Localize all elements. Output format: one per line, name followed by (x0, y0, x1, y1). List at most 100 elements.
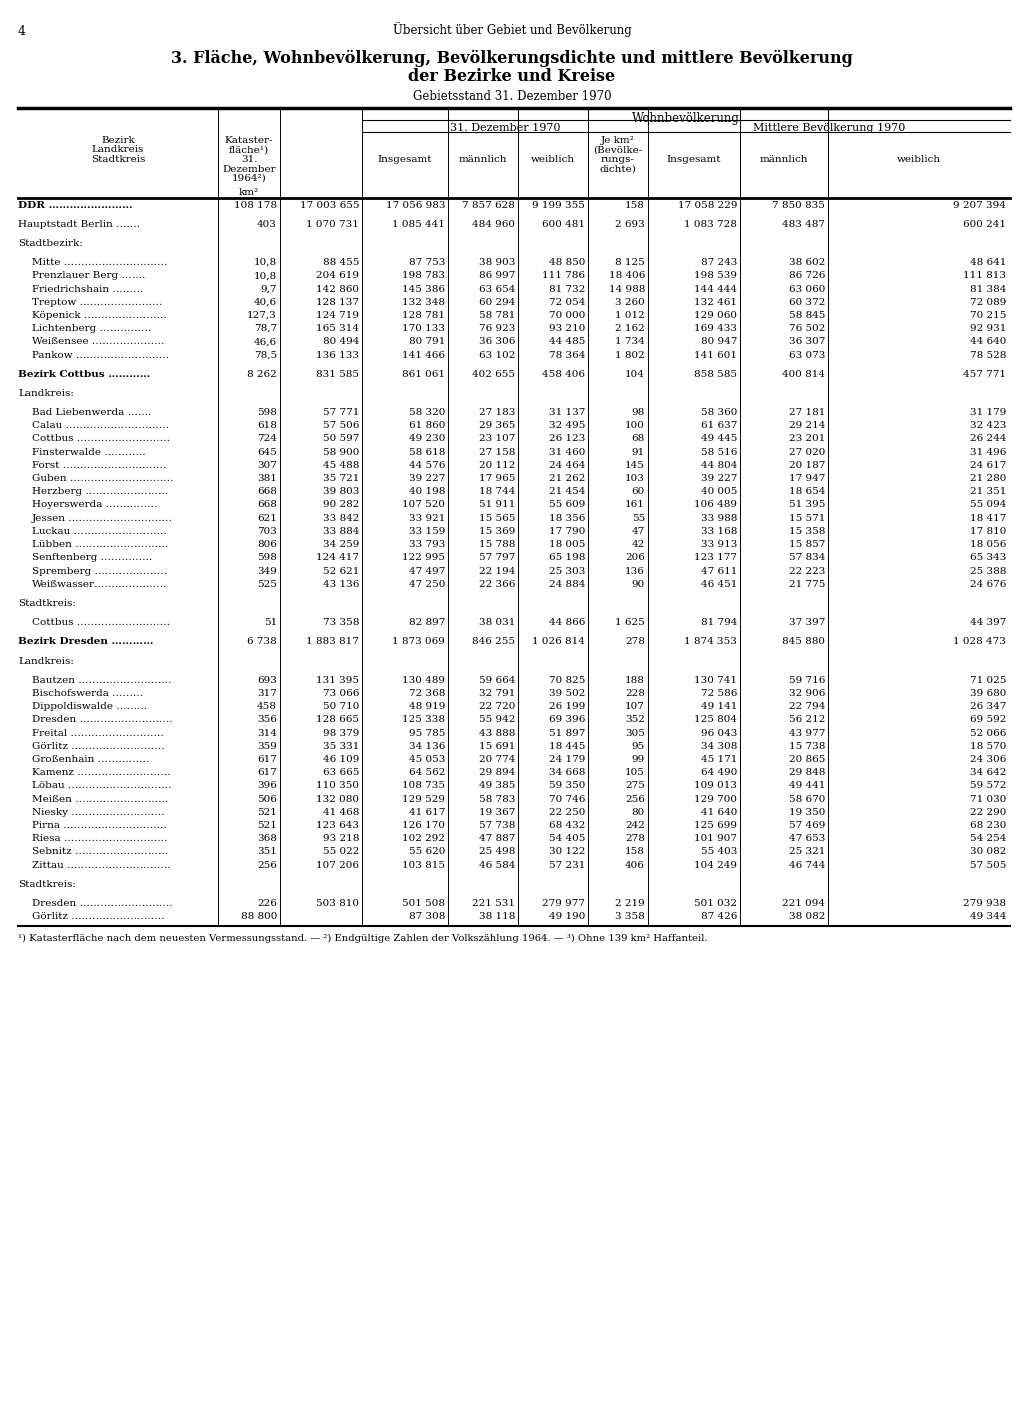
Text: 56 212: 56 212 (788, 715, 825, 725)
Text: Lübben ………………………: Lübben ……………………… (32, 540, 169, 549)
Text: Dezember: Dezember (222, 165, 275, 173)
Text: 6 738: 6 738 (247, 637, 278, 646)
Text: 125 804: 125 804 (694, 715, 737, 725)
Text: Mittlere Bevölkerung 1970: Mittlere Bevölkerung 1970 (753, 122, 905, 134)
Text: 136: 136 (625, 567, 645, 575)
Text: 22 290: 22 290 (970, 808, 1006, 816)
Text: 68: 68 (632, 435, 645, 443)
Text: 30 082: 30 082 (970, 847, 1006, 857)
Text: 24 464: 24 464 (549, 461, 585, 470)
Text: 703: 703 (257, 526, 278, 536)
Text: 29 214: 29 214 (788, 421, 825, 431)
Text: 8 125: 8 125 (615, 257, 645, 267)
Text: 90: 90 (632, 580, 645, 588)
Text: 668: 668 (257, 487, 278, 497)
Text: 64 490: 64 490 (700, 768, 737, 777)
Text: 17 947: 17 947 (788, 474, 825, 483)
Text: 51 911: 51 911 (478, 501, 515, 509)
Text: 87 426: 87 426 (700, 912, 737, 922)
Text: 598: 598 (257, 553, 278, 563)
Text: 33 159: 33 159 (409, 526, 445, 536)
Text: 34 308: 34 308 (700, 741, 737, 751)
Text: Prenzlauer Berg …….: Prenzlauer Berg ……. (32, 272, 145, 280)
Text: 76 923: 76 923 (478, 324, 515, 333)
Text: Spremberg …………………: Spremberg ………………… (32, 567, 167, 575)
Text: 34 136: 34 136 (409, 741, 445, 751)
Text: 70 215: 70 215 (970, 311, 1006, 319)
Text: 39 680: 39 680 (970, 689, 1006, 698)
Text: 20 865: 20 865 (788, 756, 825, 764)
Text: 63 060: 63 060 (788, 284, 825, 294)
Text: 521: 521 (257, 820, 278, 830)
Text: 55 609: 55 609 (549, 501, 585, 509)
Text: Weißensee …………………: Weißensee ………………… (32, 338, 165, 346)
Text: 128 137: 128 137 (316, 298, 359, 307)
Text: 10,8: 10,8 (254, 272, 278, 280)
Text: 21 775: 21 775 (788, 580, 825, 588)
Text: 129 529: 129 529 (402, 795, 445, 803)
Text: 400 814: 400 814 (782, 370, 825, 378)
Text: 198 539: 198 539 (694, 272, 737, 280)
Text: Köpenick ……………………: Köpenick …………………… (32, 311, 167, 319)
Text: 38 602: 38 602 (788, 257, 825, 267)
Text: 58 516: 58 516 (700, 447, 737, 457)
Text: 32 906: 32 906 (788, 689, 825, 698)
Text: rungs-: rungs- (601, 155, 635, 165)
Text: 33 793: 33 793 (409, 540, 445, 549)
Text: 55 403: 55 403 (700, 847, 737, 857)
Text: 93 210: 93 210 (549, 324, 585, 333)
Text: 128 665: 128 665 (316, 715, 359, 725)
Text: 81 794: 81 794 (700, 618, 737, 628)
Text: 50 597: 50 597 (323, 435, 359, 443)
Text: Dresden ………………………: Dresden ……………………… (32, 899, 173, 908)
Text: Cottbus ………………………: Cottbus ……………………… (32, 618, 170, 628)
Text: 25 388: 25 388 (970, 567, 1006, 575)
Text: 107 520: 107 520 (402, 501, 445, 509)
Text: Finsterwalde …………: Finsterwalde ………… (32, 447, 145, 457)
Text: 19 350: 19 350 (788, 808, 825, 816)
Text: 72 054: 72 054 (549, 298, 585, 307)
Text: Guben …………………………: Guben ………………………… (32, 474, 174, 483)
Text: Görlitz ………………………: Görlitz ……………………… (32, 912, 165, 922)
Text: 15 738: 15 738 (788, 741, 825, 751)
Text: 141 601: 141 601 (694, 350, 737, 360)
Text: 20 774: 20 774 (478, 756, 515, 764)
Text: Bischofswerda ………: Bischofswerda ……… (32, 689, 143, 698)
Text: 18 744: 18 744 (478, 487, 515, 497)
Text: 57 469: 57 469 (788, 820, 825, 830)
Text: 402 655: 402 655 (472, 370, 515, 378)
Text: 129 060: 129 060 (694, 311, 737, 319)
Text: Stadtkreis:: Stadtkreis: (18, 599, 76, 608)
Text: 9 199 355: 9 199 355 (532, 201, 585, 210)
Text: 18 356: 18 356 (549, 514, 585, 522)
Text: 24 179: 24 179 (549, 756, 585, 764)
Text: Landkreis:: Landkreis: (18, 388, 74, 398)
Text: 86 997: 86 997 (478, 272, 515, 280)
Text: 31 179: 31 179 (970, 408, 1006, 416)
Text: 2 693: 2 693 (615, 219, 645, 229)
Text: 59 350: 59 350 (549, 781, 585, 791)
Text: Bezirk: Bezirk (101, 136, 135, 145)
Text: 103 815: 103 815 (402, 861, 445, 870)
Text: 105: 105 (625, 768, 645, 777)
Text: km²: km² (239, 189, 259, 197)
Text: 525: 525 (257, 580, 278, 588)
Text: Stadtkreis:: Stadtkreis: (18, 879, 76, 889)
Text: 846 255: 846 255 (472, 637, 515, 646)
Text: 18 417: 18 417 (970, 514, 1006, 522)
Text: 42: 42 (632, 540, 645, 549)
Text: 598: 598 (257, 408, 278, 416)
Text: 19 367: 19 367 (478, 808, 515, 816)
Text: 18 056: 18 056 (970, 540, 1006, 549)
Text: 37 397: 37 397 (788, 618, 825, 628)
Text: 125 699: 125 699 (694, 820, 737, 830)
Text: 359: 359 (257, 741, 278, 751)
Text: 24 676: 24 676 (970, 580, 1006, 588)
Text: Je km²: Je km² (601, 136, 635, 145)
Text: 108 735: 108 735 (402, 781, 445, 791)
Text: 356: 356 (257, 715, 278, 725)
Text: 58 900: 58 900 (323, 447, 359, 457)
Text: 81 732: 81 732 (549, 284, 585, 294)
Text: 17 003 655: 17 003 655 (299, 201, 359, 210)
Text: 34 642: 34 642 (970, 768, 1006, 777)
